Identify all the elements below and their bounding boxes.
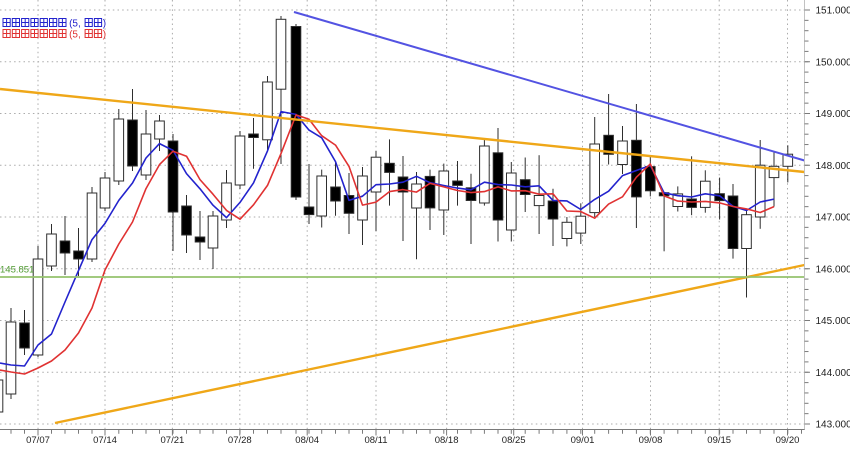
svg-text:07/07: 07/07 [26,435,50,446]
svg-text:08/25: 08/25 [502,435,526,446]
svg-text:(5,: (5, [69,19,81,30]
svg-text:09/20: 09/20 [776,435,800,446]
svg-text:(5,: (5, [69,30,81,41]
svg-text:147.000: 147.000 [816,213,850,224]
svg-text:09/01: 09/01 [571,435,595,446]
svg-text:143.000: 143.000 [816,420,850,431]
svg-text:08/04: 08/04 [295,435,319,446]
svg-text:148.000: 148.000 [816,161,850,172]
svg-text:09/08: 09/08 [639,435,663,446]
svg-text:): ) [103,19,106,30]
svg-text:150.000: 150.000 [816,57,850,68]
svg-text:07/28: 07/28 [228,435,252,446]
svg-text:08/11: 08/11 [364,435,387,446]
svg-text:146.000: 146.000 [816,264,850,275]
svg-text:09/15: 09/15 [707,435,731,446]
svg-text:): ) [103,30,106,41]
svg-text:145.851: 145.851 [0,265,34,276]
svg-text:151.000: 151.000 [816,6,850,17]
svg-text:07/14: 07/14 [93,435,117,446]
svg-text:144.000: 144.000 [816,368,850,379]
svg-text:145.000: 145.000 [816,316,850,327]
svg-text:08/18: 08/18 [435,435,459,446]
svg-text:07/21: 07/21 [161,435,185,446]
svg-text:149.000: 149.000 [816,109,850,120]
